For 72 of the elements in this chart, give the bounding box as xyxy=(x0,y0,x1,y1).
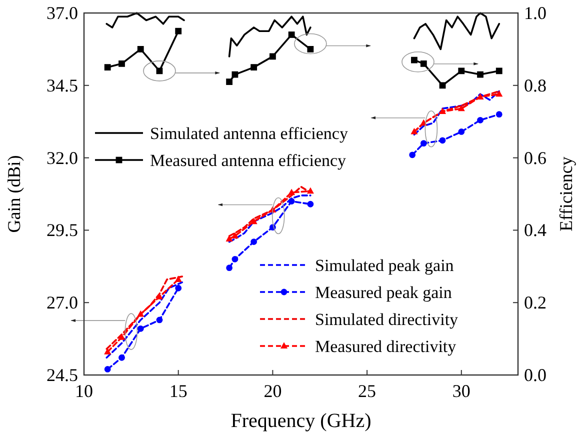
point xyxy=(104,348,112,354)
point xyxy=(439,137,446,144)
point xyxy=(156,292,163,300)
point xyxy=(118,354,125,361)
point xyxy=(226,235,233,242)
y2-tick-label: 0.0 xyxy=(524,365,546,385)
legend-label: Simulated peak gain xyxy=(315,256,454,275)
point xyxy=(288,188,296,196)
point xyxy=(477,116,484,124)
point xyxy=(288,32,295,38)
y-tick-label: 32.0 xyxy=(46,148,78,168)
y-tick-label: 27.0 xyxy=(46,292,78,313)
point xyxy=(496,68,502,74)
y-tick-label: 34.5 xyxy=(46,75,78,96)
point xyxy=(411,56,418,64)
point xyxy=(137,325,144,332)
x-tick-label: 15 xyxy=(169,381,188,401)
point xyxy=(288,198,295,204)
point xyxy=(156,316,163,324)
legend-label: Measured peak gain xyxy=(315,283,452,302)
y2-tick-label: 1.0 xyxy=(524,3,546,23)
point xyxy=(476,93,484,100)
point xyxy=(250,218,258,224)
point xyxy=(250,238,258,245)
point xyxy=(410,128,418,134)
point xyxy=(226,78,232,85)
y-tick-label: 29.5 xyxy=(46,220,78,240)
point xyxy=(409,152,416,158)
point xyxy=(477,71,484,78)
point xyxy=(496,111,502,118)
point xyxy=(175,284,182,292)
point xyxy=(137,46,144,52)
legend-label: Measured antenna efficiency xyxy=(150,151,347,170)
y2-tick-label: 0.4 xyxy=(524,220,546,240)
x-axis-title: Frequency (GHz) xyxy=(230,410,372,432)
y2-tick-label: 0.2 xyxy=(524,292,546,313)
point xyxy=(104,366,111,372)
point xyxy=(232,256,238,262)
x-tick-label: 30 xyxy=(452,381,470,401)
y-axis-title: Gain (dBi) xyxy=(4,155,24,233)
x-tick-label: 20 xyxy=(264,381,282,401)
legend-label: Simulated antenna efficiency xyxy=(150,124,348,143)
y-tick-label: 37.0 xyxy=(46,3,78,23)
point xyxy=(269,53,276,60)
point xyxy=(137,310,144,317)
point xyxy=(458,68,465,74)
y2-axis-title: Efficiency xyxy=(556,156,576,232)
point xyxy=(439,82,446,89)
legend-label: Measured directivity xyxy=(315,337,457,356)
point xyxy=(250,64,258,70)
point xyxy=(458,104,465,112)
point xyxy=(307,200,314,208)
point xyxy=(439,108,446,114)
y-tick-label: 24.5 xyxy=(46,365,78,385)
x-tick-label: 10 xyxy=(75,381,93,401)
point xyxy=(307,46,314,52)
point xyxy=(118,334,126,340)
point xyxy=(420,140,427,147)
point xyxy=(226,264,232,272)
point xyxy=(420,60,427,67)
point xyxy=(104,64,111,70)
point xyxy=(175,28,182,34)
x-tick-label: 25 xyxy=(358,381,376,401)
point xyxy=(306,187,314,194)
y2-tick-label: 0.8 xyxy=(524,75,546,96)
point xyxy=(496,90,503,97)
legend-label: Simulated directivity xyxy=(315,310,459,329)
y2-tick-label: 0.6 xyxy=(524,148,546,168)
point xyxy=(118,60,125,67)
point xyxy=(174,276,182,282)
point xyxy=(231,232,238,239)
point xyxy=(458,128,465,135)
